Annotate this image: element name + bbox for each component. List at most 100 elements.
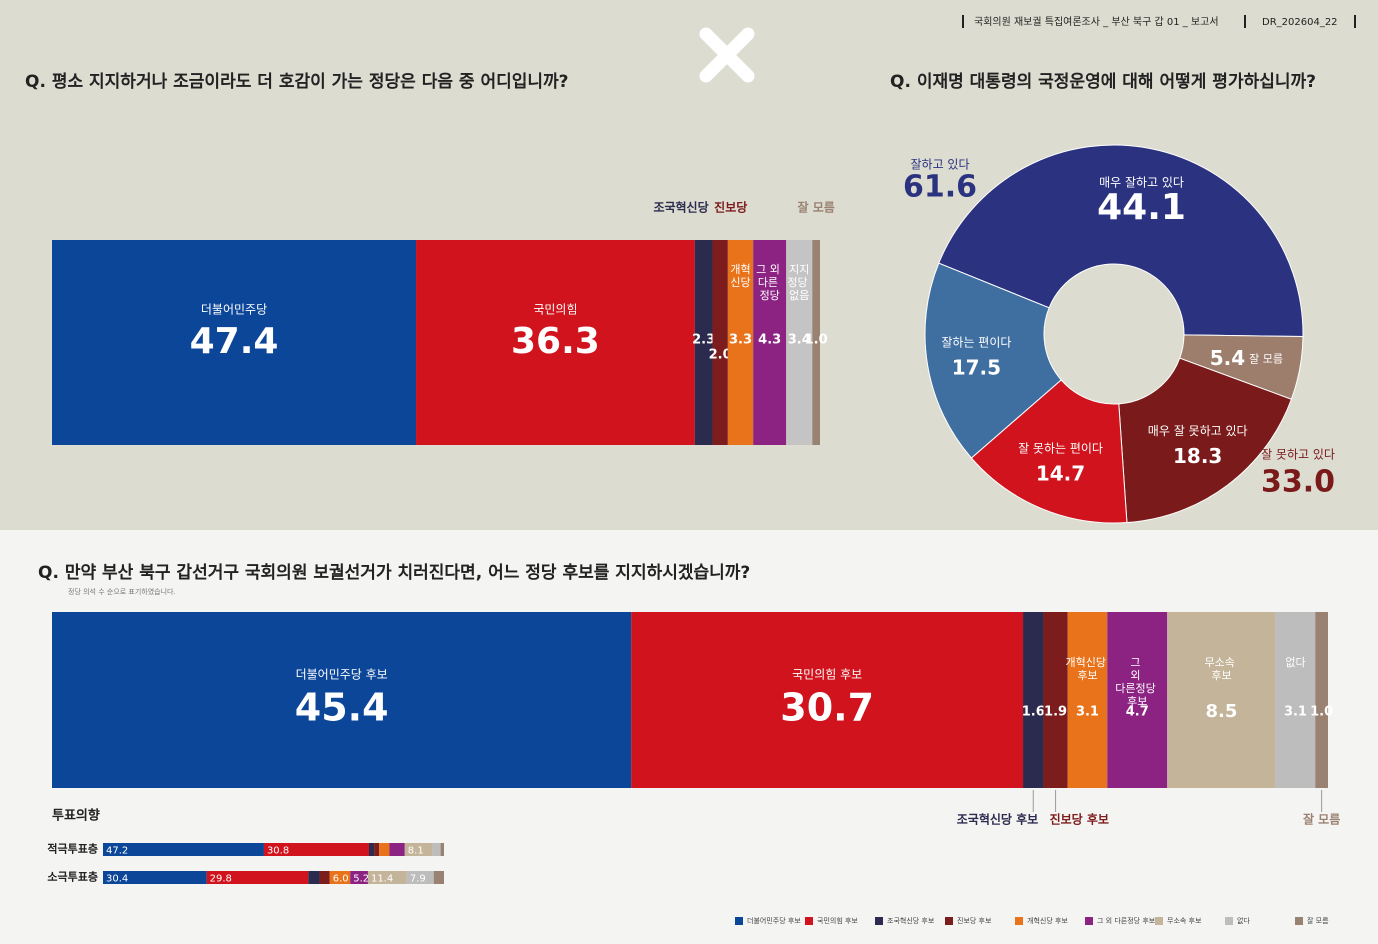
value-label: 47.4	[190, 321, 279, 362]
bar-segment	[52, 240, 417, 445]
segment-name: 없다	[1285, 656, 1305, 669]
value-label: 2.0	[709, 348, 732, 363]
bar-segment	[727, 240, 754, 445]
bar-segment	[103, 871, 207, 884]
value-label: 45.4	[295, 686, 389, 730]
bar-segment	[389, 843, 405, 856]
value-label: 5.2	[353, 874, 369, 885]
bar-segment	[1043, 612, 1068, 788]
bar-segment	[433, 871, 444, 884]
group-value: 33.0	[1261, 465, 1335, 500]
legend-swatch	[1225, 917, 1233, 925]
segment-name: 더불어민주당 후보	[296, 668, 388, 682]
segment-name: 진보당	[714, 200, 747, 215]
bar-segment	[812, 240, 820, 445]
value-label: 11.4	[371, 874, 393, 885]
label-line: 후보	[1127, 695, 1147, 708]
header-divider	[1354, 15, 1356, 28]
segment-name: 잘하는 편이다	[941, 336, 1011, 350]
bar-segment	[416, 240, 695, 445]
segment-name: 더불어민주당	[201, 303, 267, 317]
header-divider	[1244, 15, 1246, 28]
segment-name: 잘 모름	[798, 200, 835, 215]
bar-segment	[440, 843, 444, 856]
bar-segment	[694, 240, 713, 445]
value-label: 3.4	[788, 333, 811, 348]
value-label: 1.9	[1044, 705, 1067, 720]
value-label: 3.1	[1076, 705, 1099, 720]
donut-segment	[938, 144, 1304, 338]
value-label: 7.9	[410, 874, 426, 885]
bar-segment	[52, 612, 632, 788]
bar-segment	[368, 843, 375, 856]
label-line: 후보	[1211, 669, 1231, 682]
value-label: 17.5	[952, 356, 1001, 380]
bar-segment	[379, 843, 390, 856]
label-line: 그 외	[756, 263, 783, 276]
chart-title: Q. 만약 부산 북구 갑선거구 국회의원 보궐선거가 치러진다면, 어느 정당…	[38, 562, 750, 583]
legend-swatch	[1155, 917, 1163, 925]
value-label: 44.1	[1097, 187, 1186, 228]
legend-swatch	[1295, 917, 1303, 925]
segment-name: 조국혁신당 후보	[957, 812, 1038, 827]
value-label: 30.8	[267, 846, 289, 857]
value-label: 18.3	[1173, 444, 1222, 468]
label-line: 무소속	[1205, 656, 1239, 669]
bar-segment	[631, 612, 1024, 788]
label-line: 후보	[1077, 669, 1097, 682]
chart-title: Q. 평소 지지하거나 조금이라도 더 호감이 가는 정당은 다음 중 어디입니…	[25, 72, 569, 92]
segment-name: 조국혁신당	[653, 200, 708, 215]
bar-segment	[350, 871, 368, 884]
label-line: 개혁	[730, 263, 750, 276]
header-divider	[962, 15, 964, 28]
legend-swatch	[735, 917, 743, 925]
segment-name: 잘 못하는 편이다	[1018, 441, 1103, 455]
donut-segment	[1118, 357, 1293, 524]
label-line: 그	[1130, 656, 1144, 669]
label-line: 개혁신당	[1065, 656, 1109, 669]
bar-segment	[1107, 612, 1168, 788]
bar-segment	[367, 871, 407, 884]
bar-segment	[432, 843, 441, 856]
value-label: 47.2	[106, 846, 128, 857]
bar-segment	[1067, 612, 1108, 788]
legend-label: 조국혁신당 후보	[887, 916, 935, 925]
legend-label: 더불어민주당 후보	[747, 916, 801, 925]
group-value: 61.6	[903, 170, 977, 205]
label-line: 정당	[787, 276, 811, 289]
value-label: 30.4	[106, 874, 128, 885]
bar-segment	[1315, 612, 1328, 788]
value-label: 3.3	[729, 333, 752, 348]
value-label: 3.1	[1284, 705, 1307, 720]
value-label: 8.1	[408, 846, 424, 857]
label-line: 없다	[1285, 656, 1305, 669]
legend-label: 없다	[1237, 916, 1250, 925]
legend-swatch	[945, 917, 953, 925]
segment-name: 그 외 다른 정당	[756, 263, 783, 302]
header-code: DR_202604_22	[1262, 17, 1338, 28]
segment-name: 지지 정당 없음	[787, 263, 811, 302]
label-line: 지지	[789, 263, 809, 276]
bar-segment	[319, 871, 330, 884]
bar-segment	[263, 843, 369, 856]
value-label: 36.3	[511, 321, 600, 362]
legend-label: 국민의힘 후보	[817, 916, 858, 925]
value-label: 1.0	[805, 333, 828, 348]
chart-title: 투표의향	[52, 808, 100, 824]
value-label: 1.0	[1310, 705, 1333, 720]
bar-segment	[1167, 612, 1276, 788]
group-name: 잘하고 있다	[910, 158, 969, 172]
bar-segment	[712, 240, 728, 445]
label-line: 다른정당	[1115, 682, 1159, 695]
legend-label: 그 외 다른정당 후보	[1097, 916, 1156, 925]
value-label: 6.0	[333, 874, 349, 885]
group-name: 잘 못하고 있다	[1261, 448, 1335, 462]
legend-swatch	[805, 917, 813, 925]
value-label: 5.4	[1210, 346, 1245, 370]
legend-label: 무소속 후보	[1167, 917, 1202, 925]
value-label: 4.3	[758, 333, 781, 348]
close-mark	[699, 27, 755, 83]
segment-name: 매우 잘 못하고 있다	[1148, 424, 1248, 438]
